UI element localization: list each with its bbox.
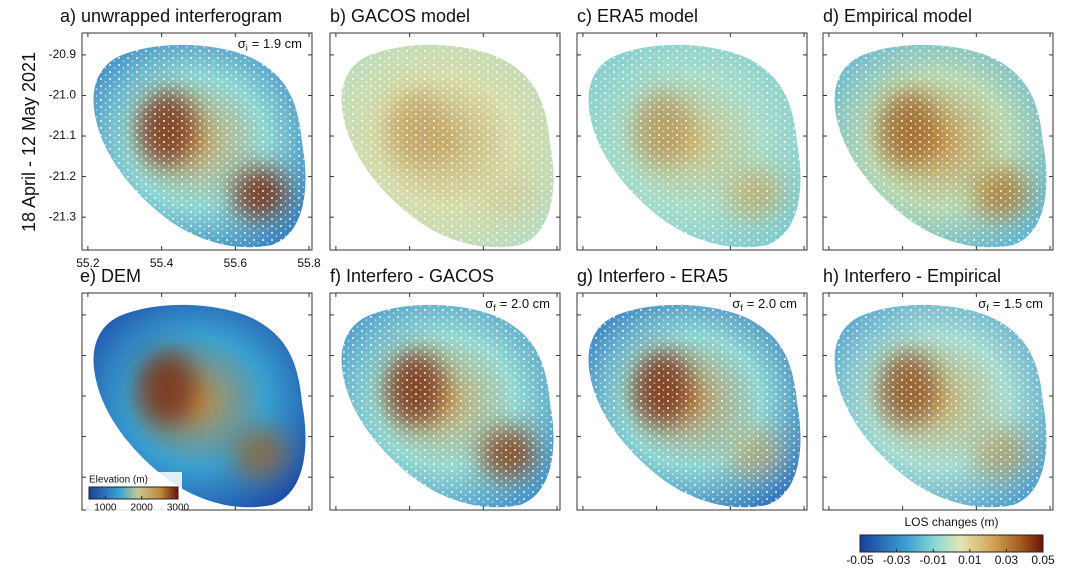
x-tick-label: 55.6 [224,256,248,270]
colorbar-label: Elevation (m) [89,475,148,486]
y-tick-label: -21.0 [49,88,77,102]
sigma-subscript: f [493,303,496,313]
panel-frame [329,32,561,251]
panel-title: f) Interfero - GACOS [330,266,494,286]
y-tick-label: -21.2 [49,169,77,183]
colorbar-tick-label: -0.05 [846,553,874,567]
sigma-symbol: σ [238,36,246,51]
colorbar-tick-label: 3000 [167,503,190,514]
sigma-label: σf = 1.5 cm [978,296,1043,313]
sigma-symbol: σ [732,296,740,311]
colorbar-tick-label: -0.03 [883,553,911,567]
map-image [341,304,554,508]
colorbar-tick-label: 0.03 [995,553,1019,567]
sigma-label: σi = 1.9 cm [238,36,302,53]
panel-title: h) Interfero - Empirical [823,266,1001,286]
colorbar-tick-label: 2000 [131,503,154,514]
map-image [588,44,801,248]
map-image [834,304,1047,508]
panel-title: b) GACOS model [330,6,470,26]
y-tick-label: -21.1 [49,128,77,142]
panel-frame [81,292,313,511]
sigma-text: = 1.5 cm [993,296,1043,311]
sigma-subscript: i [246,43,248,53]
x-tick-label: 55.2 [76,256,100,270]
panel-title: a) unwrapped interferogram [60,6,282,26]
sigma-text: = 2.0 cm [747,296,797,311]
sigma-symbol: σ [485,296,493,311]
sigma-label: σf = 2.0 cm [732,296,797,313]
x-tick-label: 55.4 [150,256,174,270]
sigma-subscript: f [740,303,743,313]
sigma-text: = 2.0 cm [500,296,550,311]
sigma-symbol: σ [978,296,986,311]
colorbar [88,486,179,500]
map-image [341,44,554,248]
y-tick-label: -20.9 [49,47,77,61]
panel-frame [329,292,561,511]
panel-title: e) DEM [80,266,141,286]
map-image [93,44,306,248]
side-label: 18 April - 12 May 2021 [19,52,39,232]
sigma-text: = 1.9 cm [252,36,302,51]
colorbar-tick-label: 1000 [94,503,117,514]
sigma-label: σf = 2.0 cm [485,296,550,313]
map-image [588,304,801,508]
map-image [834,44,1047,248]
x-tick-label: 55.8 [297,256,321,270]
colorbar-tick-label: 0.01 [958,553,982,567]
panel-frame [822,292,1054,511]
panel-frame [576,32,808,251]
panel-title: c) ERA5 model [577,6,698,26]
panel-frame [81,32,313,251]
colorbar-tick-label: 0.05 [1031,553,1055,567]
map-image [93,304,306,508]
sigma-subscript: f [986,303,989,313]
panel-frame [576,292,808,511]
panel-title: d) Empirical model [823,6,972,26]
y-tick-label: -21.3 [49,209,77,223]
panel-frame [822,32,1054,251]
colorbar [859,534,1044,553]
panel-title: g) Interfero - ERA5 [577,266,728,286]
colorbar-label: LOS changes (m) [904,515,998,529]
colorbar-tick-label: -0.01 [920,553,948,567]
